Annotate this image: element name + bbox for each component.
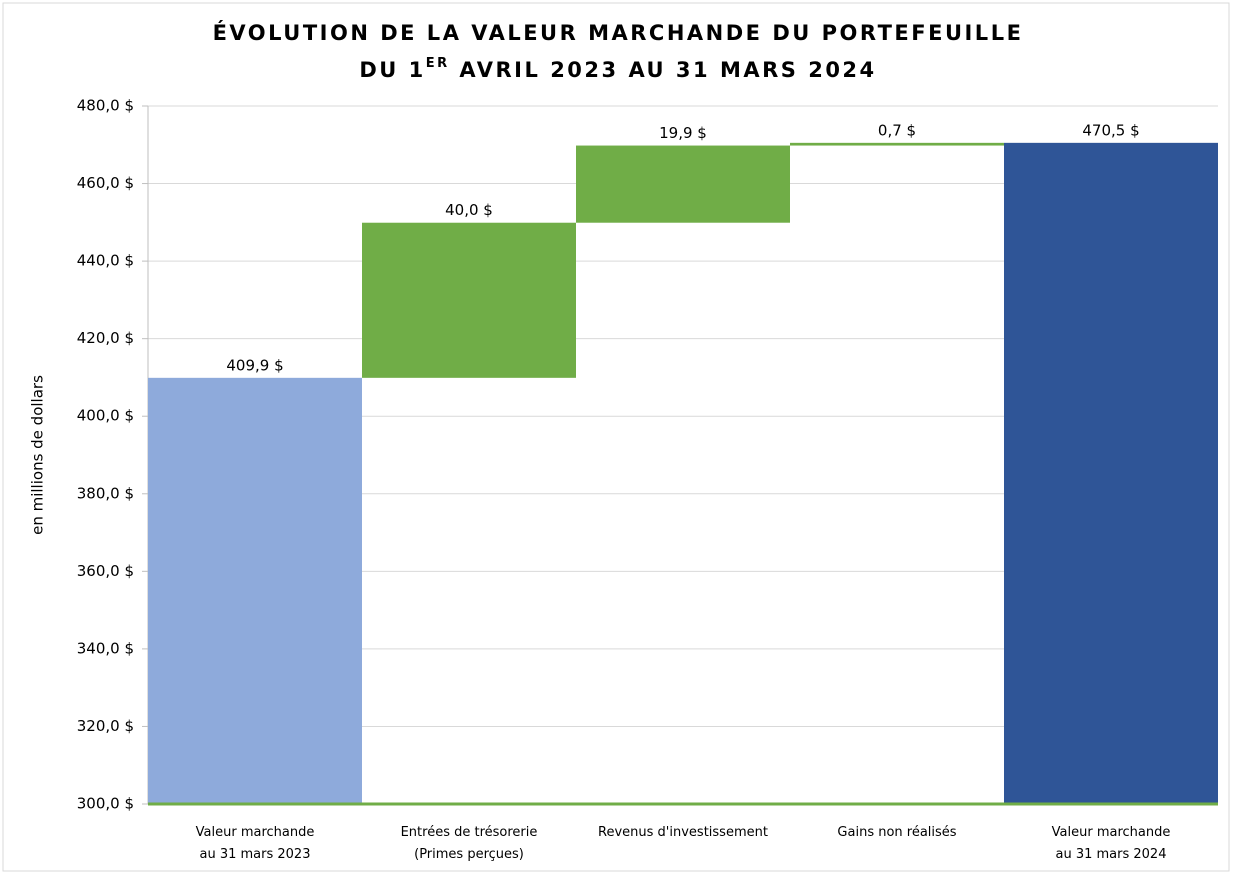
value-label: 409,9 $ (226, 356, 283, 374)
bar (362, 222, 576, 378)
x-tick-label-line: Gains non réalisés (837, 825, 956, 840)
y-tick-label: 420,0 $ (77, 329, 134, 347)
y-tick-label: 320,0 $ (77, 717, 134, 735)
y-tick-label: 440,0 $ (77, 252, 134, 270)
title-superscript: ER (426, 56, 450, 71)
chart-title: ÉVOLUTION DE LA VALEUR MARCHANDE DU PORT… (213, 20, 1024, 45)
x-tick-label-line: Valeur marchande (196, 825, 315, 840)
x-tick-label-line: Revenus d'investissement (598, 825, 768, 840)
y-tick-label: 480,0 $ (77, 97, 134, 115)
x-tick-label-line: Entrées de trésorerie (401, 825, 538, 840)
x-tick-label: Gains non réalisés (837, 825, 956, 840)
y-tick-label: 300,0 $ (77, 795, 134, 813)
y-axis-label: en millions de dollars (29, 375, 47, 535)
y-tick-label: 360,0 $ (77, 562, 134, 580)
y-tick-label: 380,0 $ (77, 484, 134, 502)
chart-subtitle: DU 1ER AVRIL 2023 AU 31 MARS 2024 (359, 56, 876, 83)
x-tick-label: Valeur marchande au 31 mars 2023 (196, 825, 315, 862)
x-tick-label-line: Valeur marchande (1052, 825, 1171, 840)
x-tick-label-line: au 31 mars 2024 (1056, 847, 1167, 862)
y-tick-label: 340,0 $ (77, 639, 134, 657)
x-tick-label: Valeur marchande au 31 mars 2024 (1052, 825, 1171, 862)
title-part: AVRIL 2023 AU 31 MARS 2024 (450, 58, 877, 82)
x-tick-label-line: (Primes perçues) (414, 847, 524, 862)
value-label: 0,7 $ (878, 121, 916, 139)
x-tick-label-line: au 31 mars 2023 (200, 847, 311, 862)
value-label: 19,9 $ (659, 124, 707, 142)
value-label: 40,0 $ (445, 201, 493, 219)
value-label: 470,5 $ (1082, 121, 1139, 139)
x-tick-label: Entrées de trésorerie (Primes perçues) (401, 825, 538, 862)
bar (790, 142, 1004, 146)
bar (1004, 142, 1218, 805)
y-tick-label: 400,0 $ (77, 407, 134, 425)
x-tick-label: Revenus d'investissement (598, 825, 768, 840)
bar (576, 145, 790, 223)
title-part: DU 1 (359, 58, 425, 82)
y-tick-label: 460,0 $ (77, 174, 134, 192)
bar (148, 377, 362, 804)
